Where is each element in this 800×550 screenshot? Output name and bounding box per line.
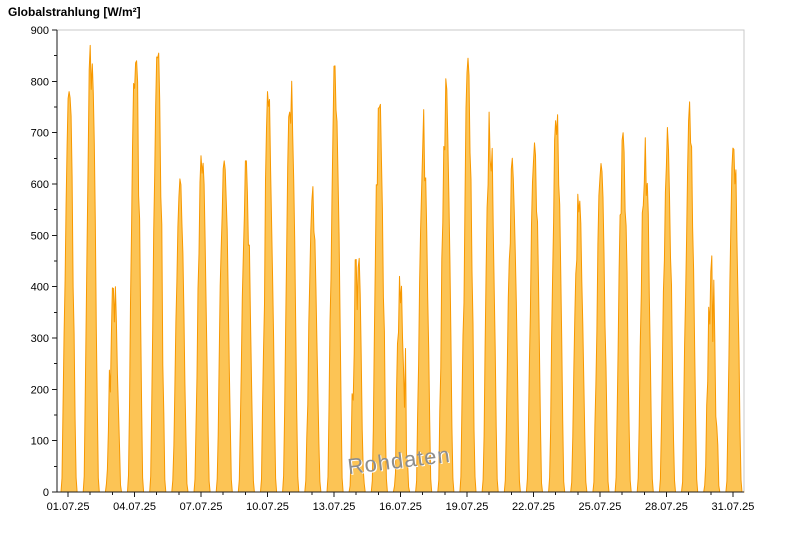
x-tick-label: 28.07.25 xyxy=(645,501,688,513)
x-tick-label: 16.07.25 xyxy=(379,501,422,513)
y-tick-label: 700 xyxy=(31,128,49,140)
x-tick-label: 19.07.25 xyxy=(446,501,489,513)
y-tick-label: 300 xyxy=(31,333,49,345)
x-tick-label: 25.07.25 xyxy=(579,501,622,513)
x-tick-label: 13.07.25 xyxy=(313,501,356,513)
x-tick-label: 04.07.25 xyxy=(113,501,156,513)
series-area xyxy=(56,44,745,493)
y-tick-label: 800 xyxy=(31,76,49,88)
y-tick-label: 600 xyxy=(31,179,49,191)
x-tick-label: 22.07.25 xyxy=(512,501,555,513)
y-tick-label: 400 xyxy=(31,282,49,294)
y-tick-label: 900 xyxy=(31,25,49,37)
x-tick-label: 07.07.25 xyxy=(180,501,223,513)
x-tick-label: 10.07.25 xyxy=(246,501,289,513)
x-tick-label: 01.07.25 xyxy=(47,501,90,513)
x-tick-label: 31.07.25 xyxy=(712,501,755,513)
y-tick-label: 500 xyxy=(31,230,49,242)
chart-title: Globalstrahlung [W/m²] xyxy=(8,5,141,19)
y-tick-label: 0 xyxy=(43,487,49,499)
y-tick-label: 200 xyxy=(31,384,49,396)
y-tick-label: 100 xyxy=(31,436,49,448)
